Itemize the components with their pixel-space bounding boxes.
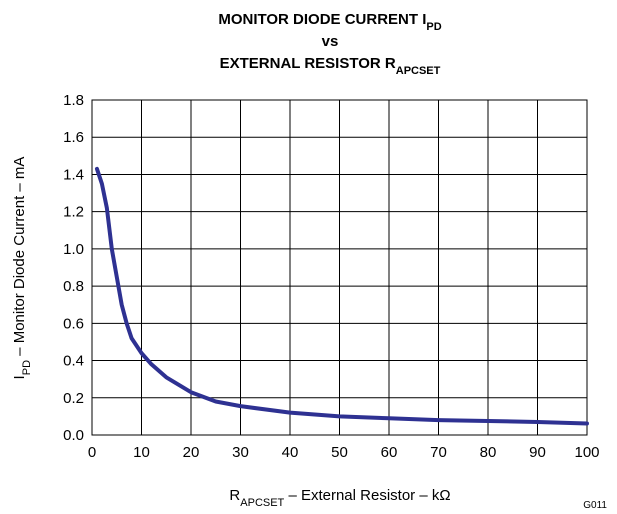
x-tick-label: 30: [232, 444, 249, 461]
x-tick-label: 70: [430, 444, 447, 461]
x-tick-label: 60: [381, 444, 398, 461]
x-tick-label: 80: [480, 444, 497, 461]
y-tick-label: 0.4: [63, 353, 84, 370]
x-tick-label: 0: [88, 444, 96, 461]
label-text: R: [229, 487, 240, 504]
data-line: [94, 166, 589, 426]
title-sub: APCSET: [396, 65, 441, 77]
x-tick-label: 10: [133, 444, 150, 461]
figure-note: G011: [583, 500, 607, 511]
label-text: I: [11, 375, 28, 379]
chart-title: EXTERNAL RESISTOR RAPCSET: [220, 55, 441, 77]
label-text: – Monitor Diode Current – mA: [11, 157, 28, 360]
y-tick-label: 0.6: [63, 315, 84, 332]
title-text: EXTERNAL RESISTOR R: [220, 55, 396, 72]
y-tick-label: 0.2: [63, 390, 84, 407]
chart-title: MONITOR DIODE CURRENT IPD: [218, 11, 441, 33]
x-tick-label: 40: [282, 444, 299, 461]
y-axis-label: IPD – Monitor Diode Current – mA: [11, 157, 33, 380]
y-tick-label: 1.6: [63, 129, 84, 146]
x-tick-label: 50: [331, 444, 348, 461]
title-text: vs: [322, 33, 339, 50]
x-tick-label: 90: [529, 444, 546, 461]
y-tick-label: 1.4: [63, 166, 84, 183]
label-sub: PD: [21, 360, 33, 375]
title-text: MONITOR DIODE CURRENT I: [218, 11, 426, 28]
x-tick-label: 100: [574, 444, 599, 461]
plot-frame: [91, 99, 588, 436]
y-tick-label: 0.8: [63, 278, 84, 295]
y-tick-label: 1.2: [63, 204, 84, 221]
x-tick-label: 20: [183, 444, 200, 461]
label-sub: APCSET: [240, 497, 284, 509]
x-axis-label: RAPCSET – External Resistor – kΩ: [229, 487, 450, 509]
label-text: – External Resistor – kΩ: [284, 487, 450, 504]
y-tick-label: 1.8: [63, 92, 84, 109]
chart-title: vs: [322, 33, 339, 50]
y-tick-label: 1.0: [63, 241, 84, 258]
title-sub: PD: [426, 21, 441, 33]
y-tick-label: 0.0: [63, 427, 84, 444]
